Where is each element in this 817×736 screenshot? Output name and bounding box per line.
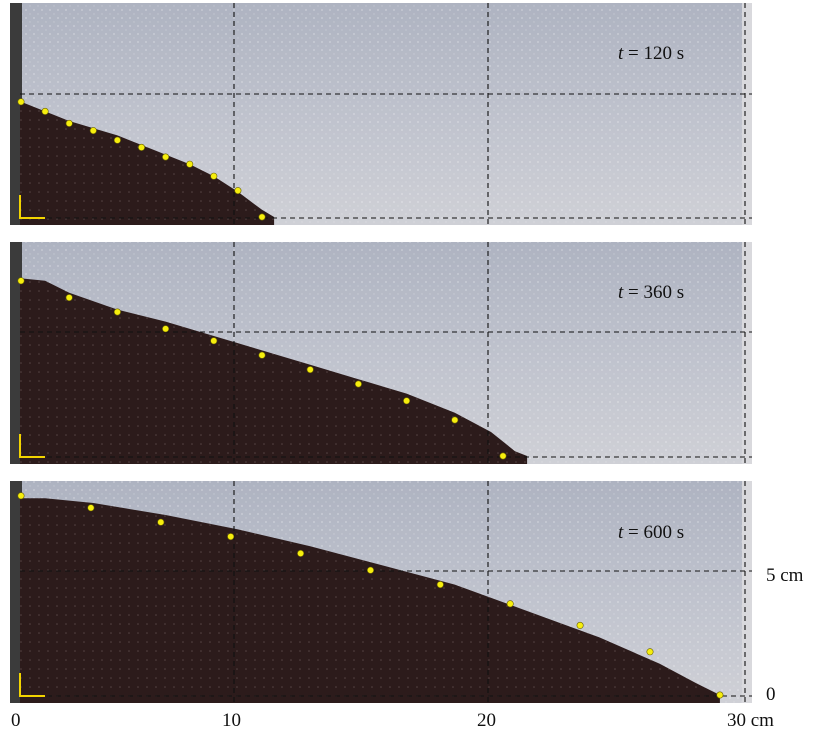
tick-label-0: 0 xyxy=(11,710,21,731)
tick-label-20: 20 xyxy=(477,710,496,731)
time-label: t = 120 s xyxy=(618,43,684,64)
time-label: t = 600 s xyxy=(618,522,684,543)
front-marker xyxy=(138,143,146,151)
origin-bracket xyxy=(19,195,45,219)
front-marker xyxy=(157,518,165,526)
time-variable: t xyxy=(618,522,624,543)
time-variable: t xyxy=(618,43,624,64)
front-marker xyxy=(17,492,25,500)
origin-bracket xyxy=(19,673,45,697)
front-marker xyxy=(297,549,305,557)
front-marker xyxy=(716,691,724,699)
side-label-5cm: 5 cm xyxy=(766,565,804,586)
front-marker xyxy=(186,160,194,168)
front-marker xyxy=(162,153,170,161)
tank-wall xyxy=(10,242,22,464)
front-marker xyxy=(65,119,73,127)
front-marker xyxy=(65,294,73,302)
front-marker xyxy=(113,136,121,144)
panel-2: t = 360 s xyxy=(10,242,752,464)
front-marker xyxy=(366,566,374,574)
time-label: t = 360 s xyxy=(618,282,684,303)
front-marker xyxy=(646,648,654,656)
panel-1: t = 120 s xyxy=(10,3,752,225)
tank-right-edge xyxy=(742,481,752,703)
origin-bracket xyxy=(19,434,45,458)
time-value: = 600 s xyxy=(623,522,684,543)
front-marker xyxy=(89,127,97,135)
front-marker xyxy=(162,325,170,333)
side-label-zero: 0 xyxy=(766,684,776,705)
front-marker xyxy=(451,416,459,424)
front-marker xyxy=(210,172,218,180)
front-marker xyxy=(258,213,266,221)
tank-wall xyxy=(10,3,22,225)
sediment-texture xyxy=(20,101,275,225)
front-marker xyxy=(354,380,362,388)
tick-label-10: 10 xyxy=(222,710,241,731)
front-marker xyxy=(306,366,314,374)
front-marker xyxy=(87,504,95,512)
tank-wall xyxy=(10,481,22,703)
front-marker xyxy=(403,397,411,405)
sediment-texture xyxy=(20,498,720,703)
front-marker xyxy=(234,187,242,195)
front-marker xyxy=(499,452,507,460)
time-value: = 360 s xyxy=(623,282,684,303)
front-marker xyxy=(227,533,235,541)
sediment-texture xyxy=(20,278,528,464)
front-marker xyxy=(113,308,121,316)
front-marker xyxy=(41,107,49,115)
tank-right-edge xyxy=(742,3,752,225)
tick-label-30cm: 30 cm xyxy=(727,710,774,731)
panel-3: t = 600 s xyxy=(10,481,752,703)
front-marker xyxy=(506,600,514,608)
front-marker xyxy=(17,98,25,106)
front-marker xyxy=(210,337,218,345)
front-marker xyxy=(436,581,444,589)
tank-right-edge xyxy=(742,242,752,464)
front-marker xyxy=(258,351,266,359)
front-marker xyxy=(17,277,25,285)
time-value: = 120 s xyxy=(623,43,684,64)
time-variable: t xyxy=(618,282,624,303)
front-marker xyxy=(576,621,584,629)
